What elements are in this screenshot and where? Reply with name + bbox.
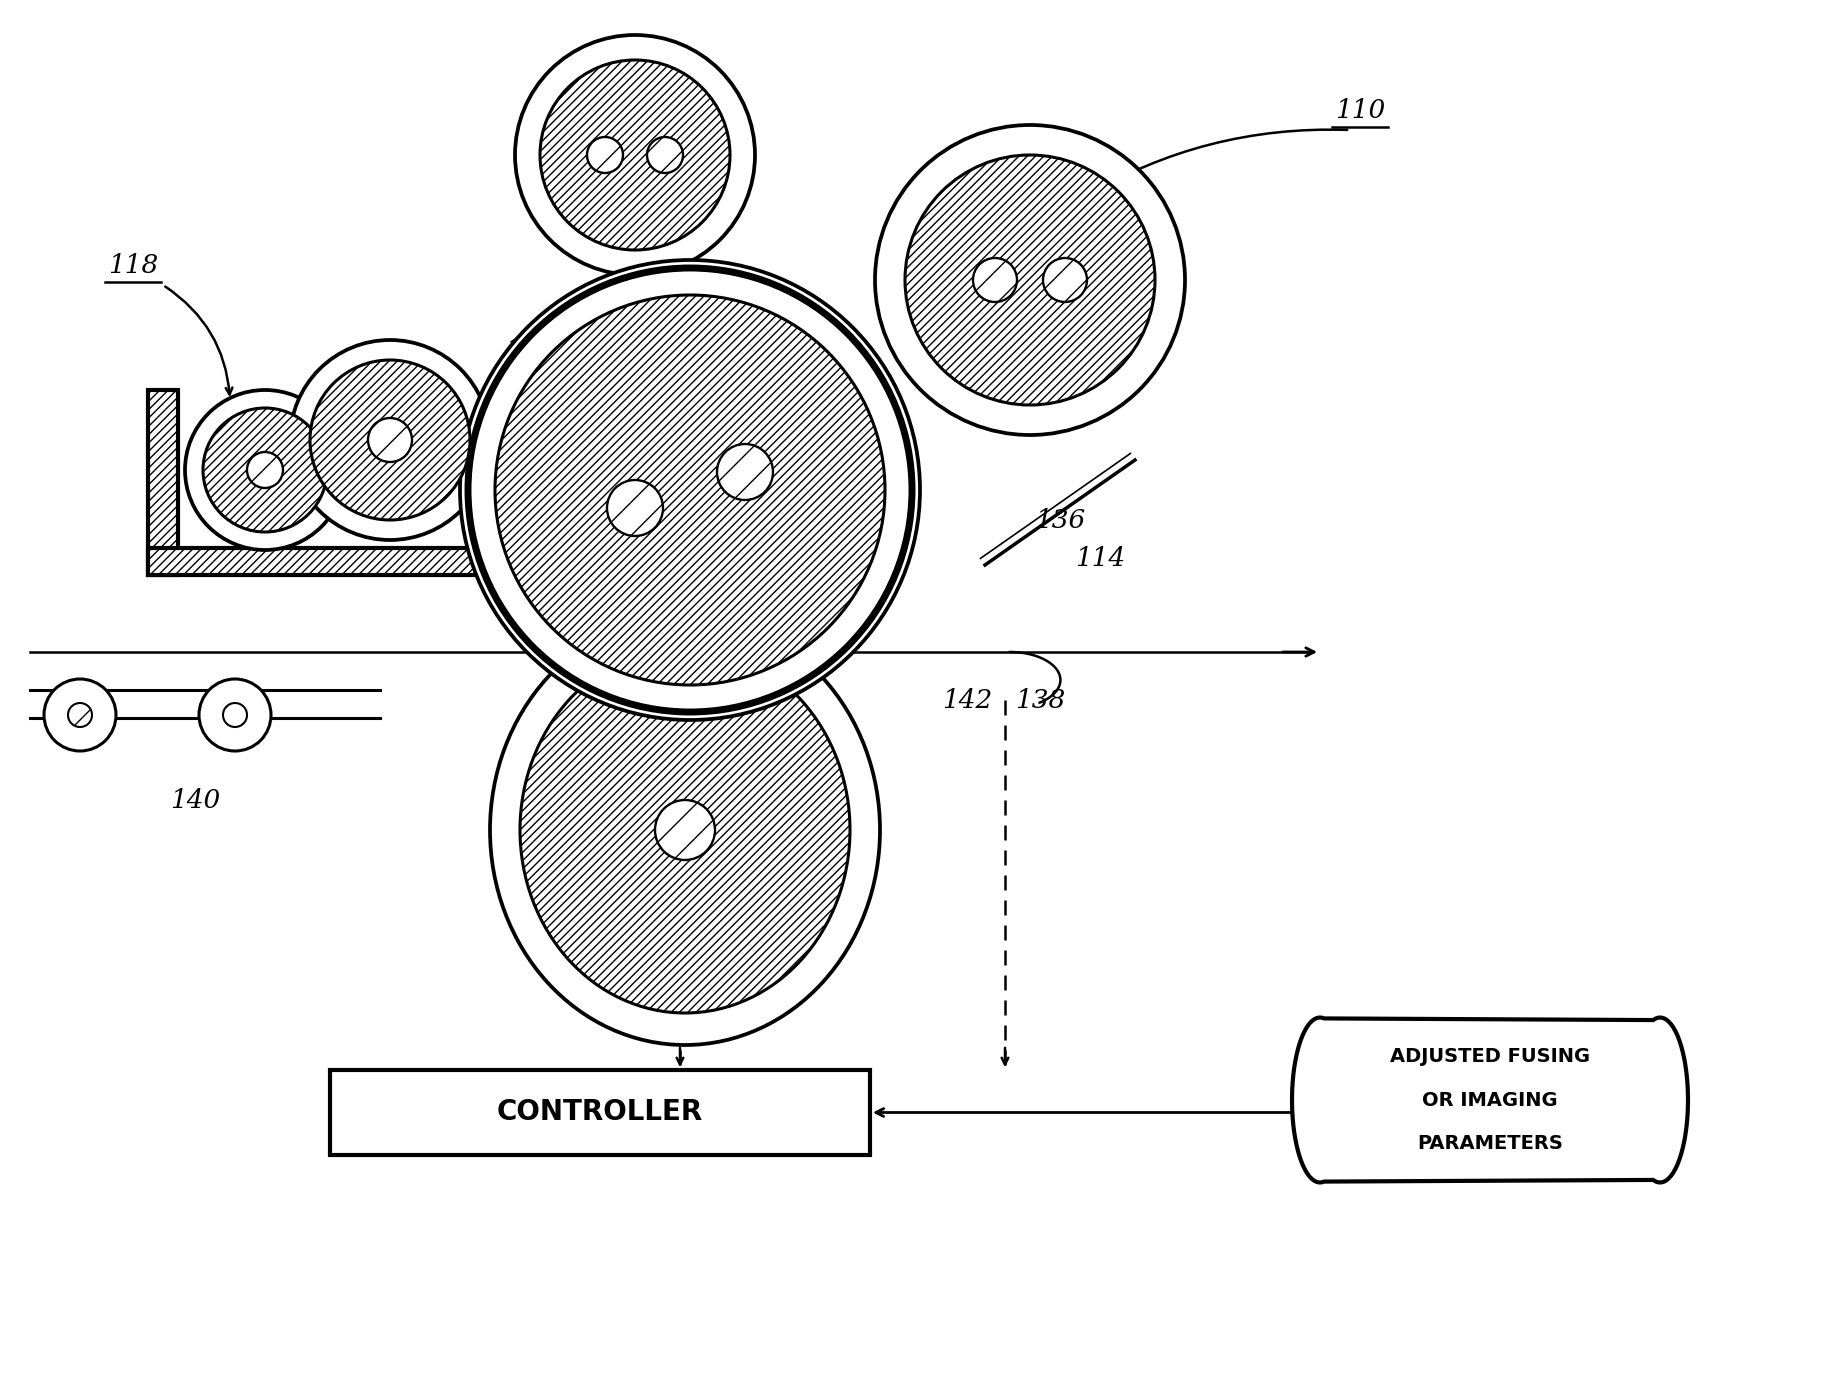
FancyBboxPatch shape xyxy=(330,1070,870,1155)
Circle shape xyxy=(204,408,327,532)
Text: ADJUSTED FUSING: ADJUSTED FUSING xyxy=(1390,1048,1590,1066)
Circle shape xyxy=(496,296,885,685)
Circle shape xyxy=(290,340,490,540)
Circle shape xyxy=(222,703,248,727)
Polygon shape xyxy=(1293,1018,1687,1182)
Text: 136: 136 xyxy=(1036,507,1085,532)
Circle shape xyxy=(516,34,755,275)
Text: OR IMAGING: OR IMAGING xyxy=(1423,1090,1557,1110)
Text: 142: 142 xyxy=(942,688,991,712)
Ellipse shape xyxy=(490,615,879,1045)
Circle shape xyxy=(646,138,683,173)
Circle shape xyxy=(876,125,1184,434)
Text: 118: 118 xyxy=(108,253,158,278)
Circle shape xyxy=(461,260,920,720)
Polygon shape xyxy=(149,390,178,575)
Circle shape xyxy=(540,60,731,250)
Circle shape xyxy=(248,452,283,488)
Polygon shape xyxy=(149,549,520,575)
Text: 138: 138 xyxy=(1015,688,1065,712)
Circle shape xyxy=(718,444,773,500)
Text: 124: 124 xyxy=(553,742,602,767)
Text: CONTROLLER: CONTROLLER xyxy=(498,1099,703,1126)
Circle shape xyxy=(185,390,345,550)
Circle shape xyxy=(1043,258,1087,302)
Text: PARAMETERS: PARAMETERS xyxy=(1417,1134,1562,1152)
Circle shape xyxy=(198,679,272,751)
Circle shape xyxy=(608,480,663,536)
Circle shape xyxy=(68,703,92,727)
Circle shape xyxy=(973,258,1017,302)
Text: 110: 110 xyxy=(1335,98,1384,122)
Text: 132: 132 xyxy=(714,1000,766,1024)
Circle shape xyxy=(310,360,470,520)
Circle shape xyxy=(905,155,1155,406)
Text: 114: 114 xyxy=(1074,546,1125,571)
Circle shape xyxy=(588,138,622,173)
Circle shape xyxy=(655,800,714,859)
Ellipse shape xyxy=(520,648,850,1013)
Text: 140: 140 xyxy=(171,788,220,813)
Text: 128: 128 xyxy=(505,337,554,363)
Circle shape xyxy=(367,418,411,462)
Circle shape xyxy=(44,679,116,751)
